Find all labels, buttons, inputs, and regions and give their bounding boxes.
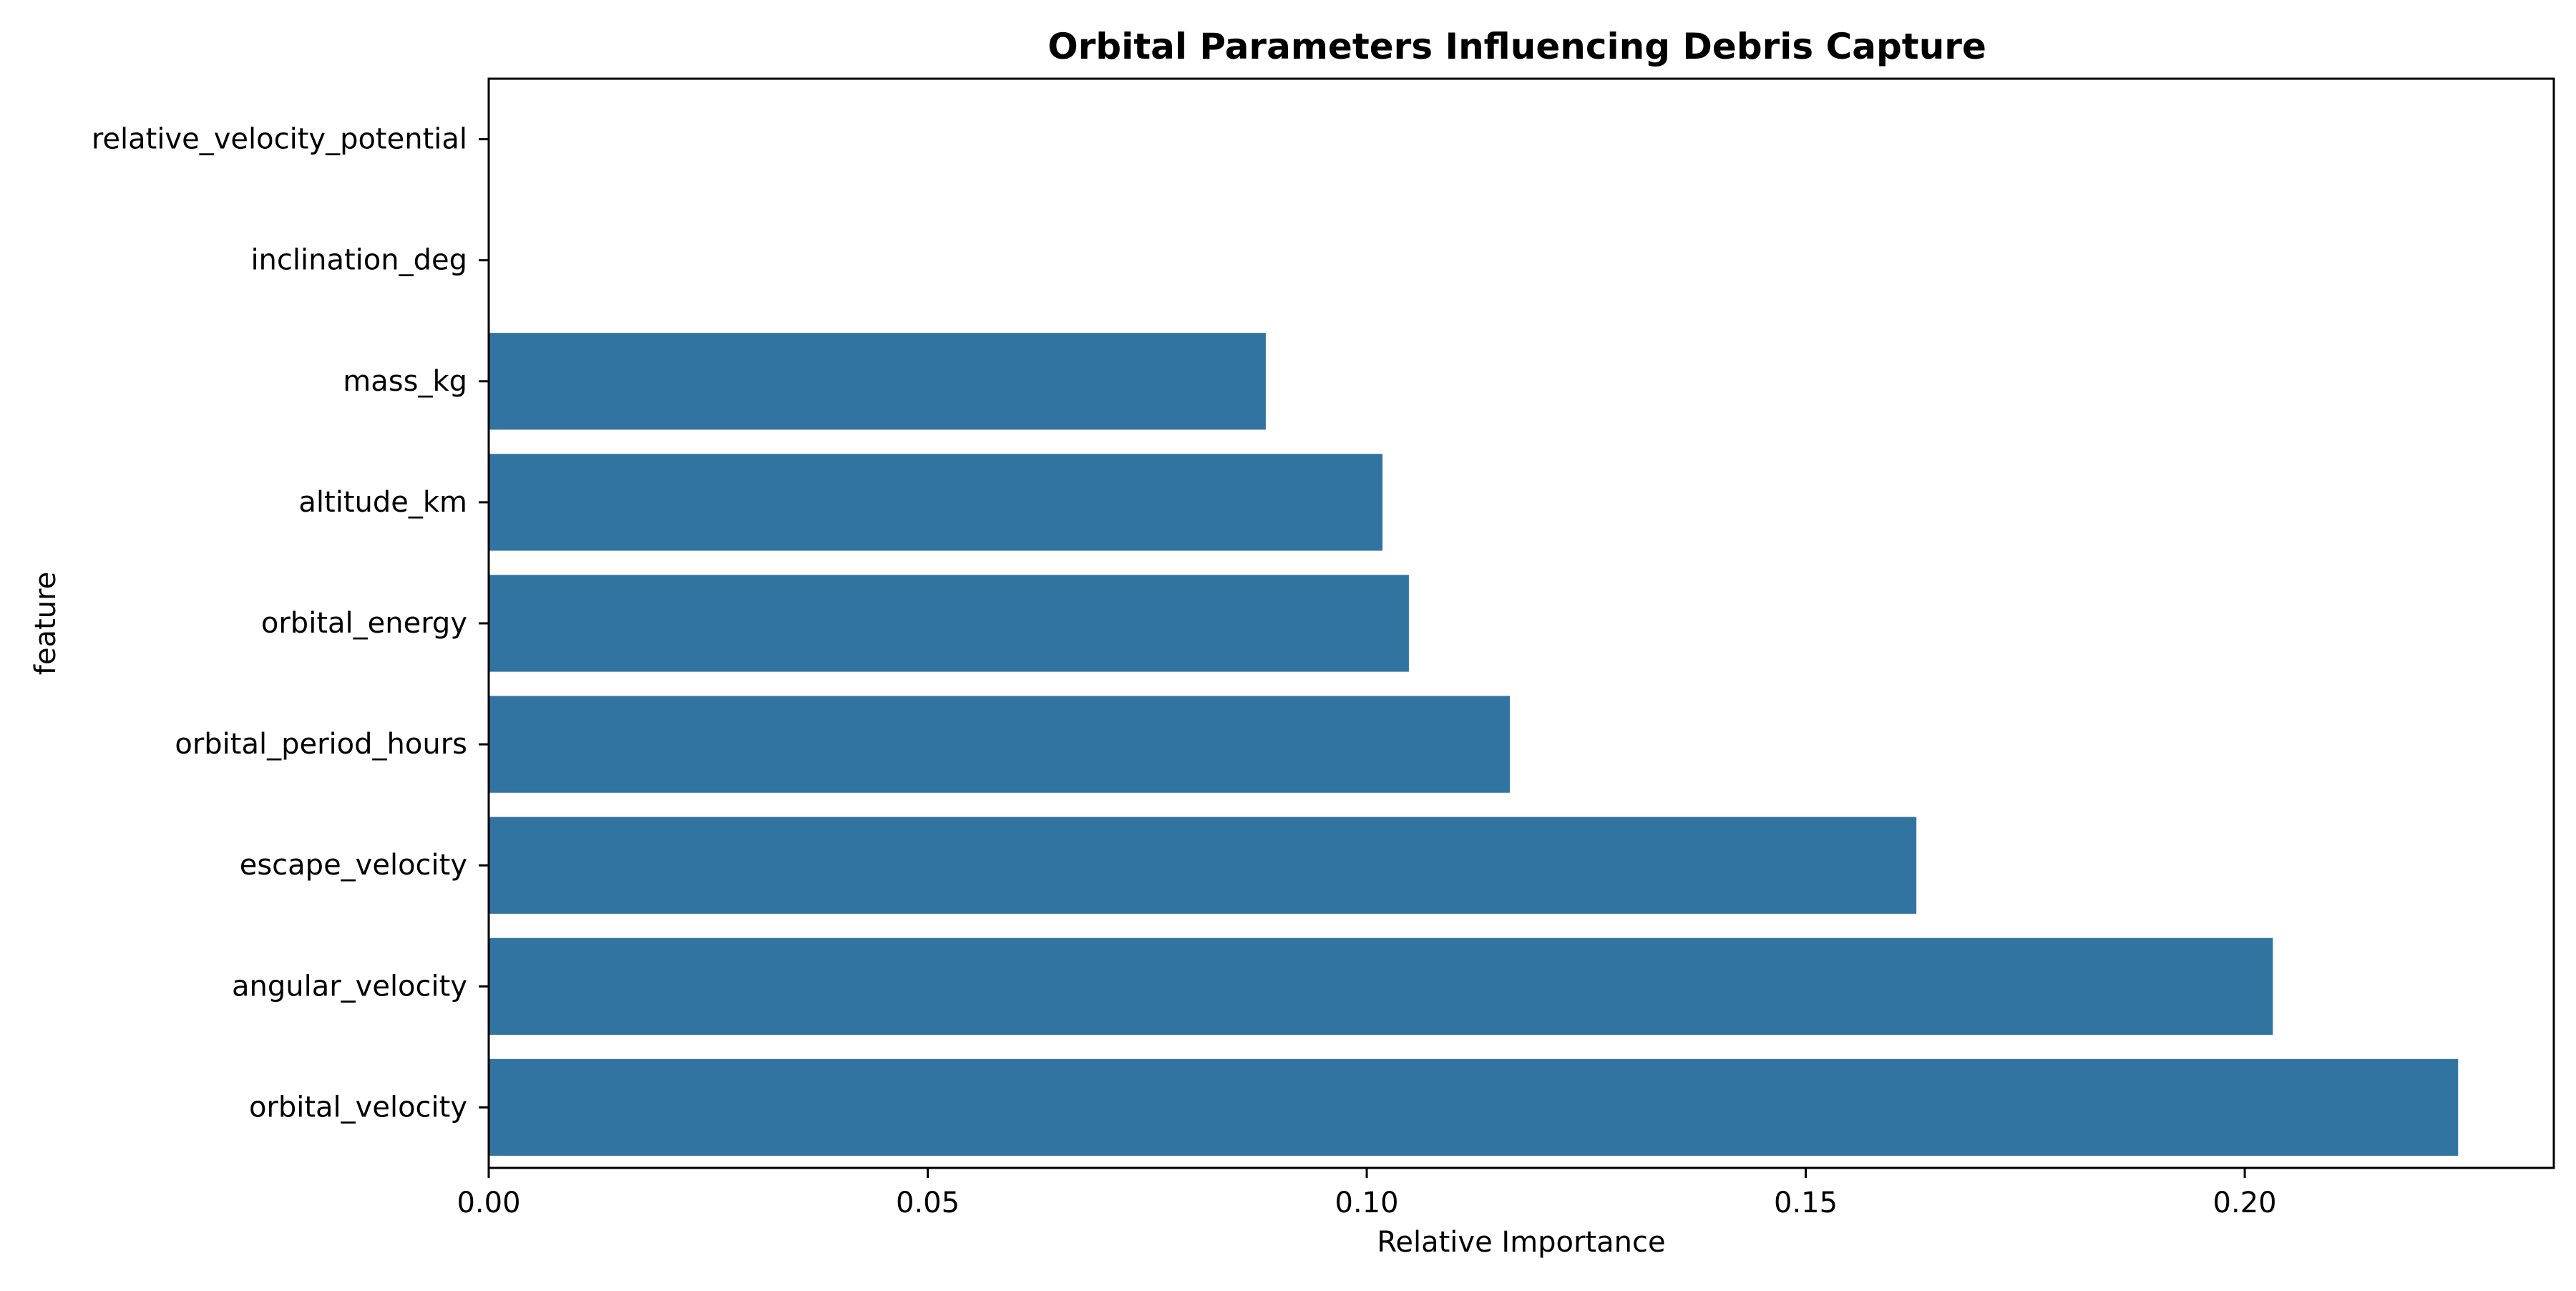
y-tick-label: orbital_energy	[261, 607, 467, 640]
y-tick-label: altitude_km	[298, 486, 467, 519]
y-tick-label: orbital_period_hours	[175, 728, 467, 761]
bar-mass_kg	[489, 333, 1266, 430]
x-tick-label: 0.00	[457, 1187, 520, 1219]
y-tick-label: relative_velocity_potential	[92, 123, 467, 156]
y-tick-label: escape_velocity	[240, 849, 467, 882]
bar-orbital_velocity	[489, 1058, 2459, 1156]
y-axis-label: feature	[29, 572, 62, 675]
y-tick-label: inclination_deg	[250, 244, 467, 277]
x-tick-label: 0.10	[1335, 1187, 1399, 1219]
y-tick-label: orbital_velocity	[249, 1091, 467, 1124]
bar-orbital_energy	[489, 575, 1409, 672]
x-tick-label: 0.20	[2213, 1187, 2277, 1219]
x-tick-label: 0.05	[896, 1187, 960, 1219]
x-tick-label: 0.15	[1774, 1187, 1838, 1219]
bar-escape_velocity	[489, 817, 1917, 914]
x-axis-label: Relative Importance	[1377, 1226, 1665, 1259]
x-axis: 0.00 0.05 0.10 0.15 0.20	[457, 1168, 2277, 1219]
bar-angular_velocity	[489, 937, 2273, 1035]
chart-title: Orbital Parameters Influencing Debris Ca…	[1048, 26, 1986, 67]
y-tick-label: mass_kg	[343, 365, 467, 398]
bar-altitude_km	[489, 454, 1383, 551]
bar-orbital_period_hours	[489, 696, 1511, 793]
y-axis: relative_velocity_potential inclination_d…	[92, 123, 489, 1124]
y-tick-label: angular_velocity	[232, 970, 467, 1003]
bars-layer	[489, 333, 2459, 1156]
